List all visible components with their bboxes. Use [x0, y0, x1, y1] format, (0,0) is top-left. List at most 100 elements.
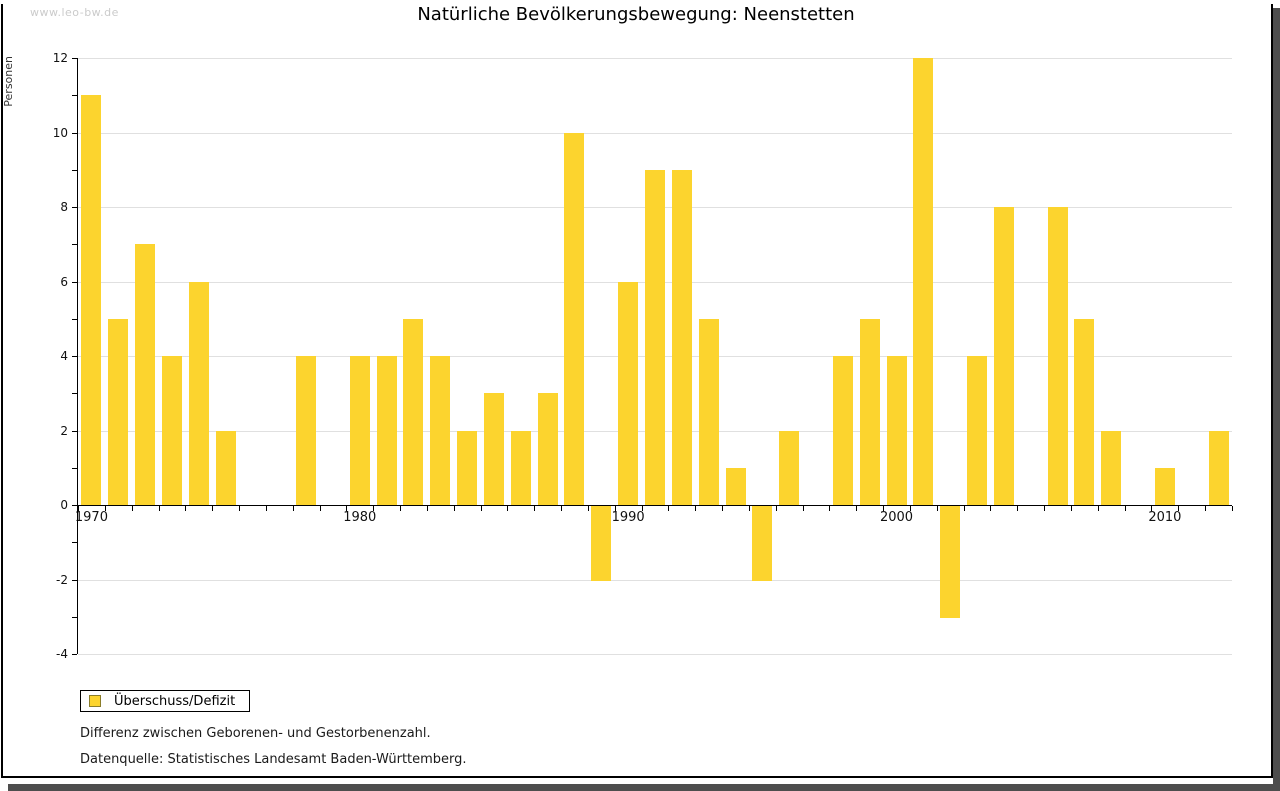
y-axis-line: [77, 58, 78, 654]
x-axis-tick: [1124, 506, 1126, 511]
x-axis-tick: [775, 506, 777, 511]
x-axis-tick: [239, 506, 241, 511]
watermark: www.leo-bw.de: [30, 6, 119, 19]
y-tick-label: 10: [52, 125, 68, 140]
bar-2000: [886, 356, 907, 505]
y-axis-tick: [72, 616, 77, 618]
x-axis-tick: [104, 506, 106, 511]
x-axis-tick: [668, 506, 670, 511]
y-axis-tick: [72, 505, 77, 506]
footnote-definition: Differenz zwischen Geborenen- und Gestor…: [80, 726, 431, 741]
bar-1973: [161, 356, 182, 505]
bar-1981: [376, 356, 397, 505]
x-tick-label: 1970: [74, 510, 108, 525]
bar-2002: [940, 506, 961, 618]
x-axis-line: [78, 505, 1232, 506]
x-axis-tick: [265, 506, 267, 511]
bar-1974: [188, 281, 209, 505]
x-axis-tick: [990, 506, 992, 511]
y-axis-title: Personen: [2, 56, 15, 107]
bar-1975: [215, 430, 236, 505]
y-tick-label: 4: [60, 349, 68, 363]
x-tick-label: 2000: [879, 510, 914, 525]
gridline: [78, 654, 1232, 655]
bar-1998: [832, 356, 853, 505]
y-axis-tick: [72, 654, 77, 655]
bar-1991: [645, 169, 665, 505]
bar-2004: [993, 207, 1014, 505]
x-axis-tick: [400, 506, 402, 511]
y-tick-label: -4: [56, 647, 68, 661]
x-axis-tick: [453, 506, 455, 511]
x-axis-tick: [748, 506, 750, 511]
footnote-source: Datenquelle: Statistisches Landesamt Bad…: [80, 752, 467, 767]
y-axis-tick: [72, 281, 77, 283]
y-axis-tick: [72, 356, 77, 357]
y-axis-tick: [72, 244, 77, 246]
bar-1990: [618, 281, 639, 505]
x-axis-tick: [963, 506, 965, 511]
bar-2010: [1154, 467, 1175, 505]
x-axis-tick: [373, 506, 375, 511]
bar-1971: [108, 318, 129, 505]
bar-1978: [296, 356, 317, 505]
y-axis-tick: [72, 318, 77, 320]
x-axis-tick: [346, 506, 348, 511]
x-axis-tick: [158, 506, 160, 511]
bar-2003: [967, 356, 988, 505]
gridline: [78, 132, 1232, 134]
x-tick-label: 1980: [343, 510, 377, 525]
y-axis-tick: [72, 169, 77, 171]
window-shadow-bottom: [8, 784, 1280, 791]
bar-1999: [859, 318, 880, 505]
bar-1994: [725, 467, 746, 505]
y-axis-tick: [72, 207, 77, 208]
x-axis-tick: [1017, 506, 1019, 511]
bar-1987: [537, 393, 558, 505]
y-axis-tick: [72, 132, 77, 134]
gridline: [78, 579, 1232, 581]
y-axis-tick: [72, 579, 77, 581]
y-tick-label: 2: [60, 423, 68, 438]
bar-1983: [430, 356, 451, 505]
bar-1988: [564, 132, 585, 505]
x-axis-tick: [695, 506, 697, 511]
window-shadow-right: [1273, 8, 1280, 791]
x-axis-tick: [1178, 506, 1180, 511]
bar-2012: [1208, 430, 1229, 505]
gridline: [78, 58, 1232, 59]
chart-title: Natürliche Bevölkerungsbewegung: Neenste…: [417, 4, 855, 25]
x-axis-tick: [292, 506, 294, 511]
x-axis-tick: [1232, 506, 1233, 511]
y-axis-tick: [72, 430, 77, 432]
y-axis-tick: [72, 58, 77, 59]
bar-2006: [1047, 207, 1068, 505]
y-axis-tick: [72, 542, 77, 544]
x-axis-tick: [883, 506, 885, 511]
bar-2001: [913, 58, 934, 505]
y-tick-label: 12: [52, 51, 68, 65]
x-tick-label: 1990: [611, 510, 645, 525]
x-axis-tick: [507, 506, 509, 511]
x-axis-tick: [856, 506, 858, 511]
bar-1989: [591, 506, 612, 581]
y-tick-label: 6: [60, 274, 68, 289]
x-axis-tick: [1044, 506, 1046, 511]
bar-1972: [135, 244, 156, 505]
bar-1985: [483, 393, 504, 505]
bar-1992: [671, 169, 692, 505]
x-axis-tick: [614, 506, 616, 511]
bar-1984: [457, 430, 478, 505]
x-axis-tick: [426, 506, 428, 511]
x-axis-tick: [131, 506, 133, 511]
bar-1970: [81, 95, 102, 505]
x-axis-tick: [909, 506, 911, 511]
bar-1980: [349, 356, 370, 505]
y-tick-label: 8: [60, 200, 68, 214]
x-axis-tick: [1151, 506, 1153, 511]
bar-2007: [1074, 318, 1095, 505]
x-axis-tick: [722, 506, 724, 511]
x-axis-tick: [1097, 506, 1099, 511]
x-axis-tick: [561, 506, 563, 511]
